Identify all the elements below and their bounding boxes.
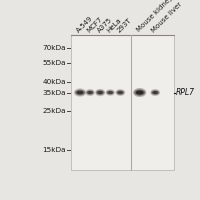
Ellipse shape — [134, 89, 145, 96]
Ellipse shape — [150, 89, 160, 96]
Ellipse shape — [117, 91, 123, 94]
Ellipse shape — [85, 89, 95, 96]
Text: Mouse liver: Mouse liver — [151, 1, 184, 33]
Text: 55kDa: 55kDa — [43, 60, 66, 66]
Ellipse shape — [107, 91, 113, 94]
Ellipse shape — [136, 90, 144, 95]
Text: A375: A375 — [96, 16, 113, 33]
Text: 25kDa: 25kDa — [43, 108, 66, 114]
Ellipse shape — [74, 88, 86, 97]
Text: A-549: A-549 — [76, 15, 94, 33]
Ellipse shape — [152, 91, 158, 94]
Ellipse shape — [151, 90, 159, 95]
Text: 70kDa: 70kDa — [43, 45, 66, 51]
Ellipse shape — [115, 89, 125, 96]
Text: 293T: 293T — [116, 17, 133, 33]
Ellipse shape — [106, 89, 115, 96]
Ellipse shape — [95, 89, 105, 96]
Text: 15kDa: 15kDa — [43, 147, 66, 153]
Ellipse shape — [86, 90, 94, 95]
Text: 35kDa: 35kDa — [43, 90, 66, 96]
Ellipse shape — [106, 90, 114, 95]
Text: HeLa: HeLa — [106, 17, 123, 33]
Ellipse shape — [133, 88, 146, 97]
Bar — [131, 35, 174, 170]
Text: MCF7: MCF7 — [86, 15, 104, 33]
Ellipse shape — [116, 90, 124, 95]
Ellipse shape — [87, 91, 93, 94]
Ellipse shape — [75, 90, 85, 95]
Text: Mouse kidney: Mouse kidney — [135, 0, 174, 33]
Ellipse shape — [96, 90, 104, 95]
Bar — [71, 35, 131, 170]
Ellipse shape — [76, 91, 84, 94]
Text: 40kDa: 40kDa — [43, 79, 66, 85]
Ellipse shape — [97, 91, 103, 94]
Text: RPL7: RPL7 — [176, 88, 195, 97]
